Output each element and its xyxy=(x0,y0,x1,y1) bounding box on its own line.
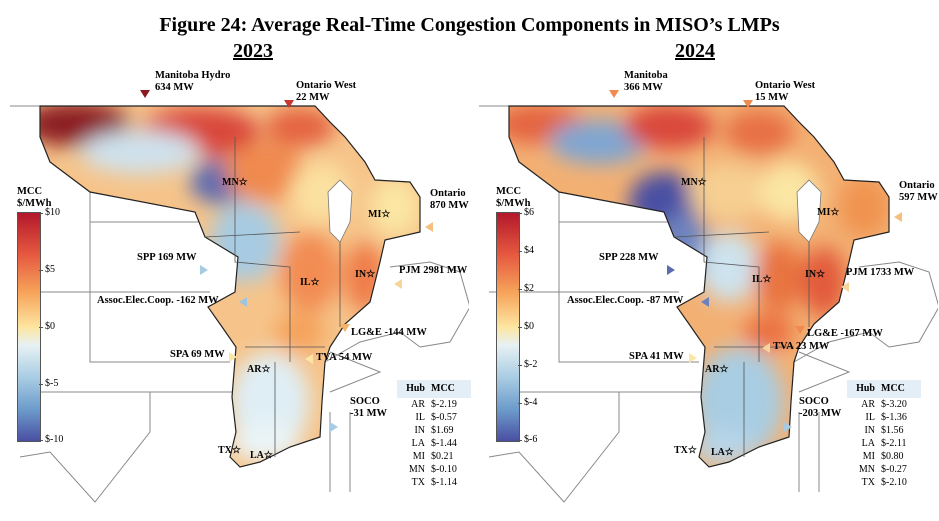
color-scale-2023 xyxy=(17,212,41,442)
table-header-mcc: MCC xyxy=(431,383,455,394)
flow-arrow-spa-2023 xyxy=(229,352,237,362)
table-row: IN $1.56 xyxy=(864,425,904,436)
flow-arrow-ontario-west-2024 xyxy=(743,100,753,108)
legend-tick: $-6 xyxy=(517,434,538,445)
table-row: IL $-1.36 xyxy=(865,412,907,423)
hub-marker-il-2024: IL☆ xyxy=(752,274,772,285)
flow-label-spa-2024: SPA 41 MW xyxy=(629,351,684,362)
flow-label-ontario-west-2024: Ontario West 15 MW xyxy=(755,80,816,103)
hub-mcc-table-2023: Hub MCC AR $-2.19 IL $-0.57 IN $1.69 LA $-1.4… xyxy=(397,380,471,489)
flow-label-ontario-2024: Ontario 597 MW xyxy=(899,180,938,203)
flow-arrow-spa-2024 xyxy=(689,353,697,363)
flow-arrow-ontario-2023 xyxy=(425,222,433,232)
table-row: AR $-3.20 xyxy=(861,399,907,410)
legend-tick: $-2 xyxy=(517,359,538,370)
color-scale-2024 xyxy=(496,212,520,442)
table-row: AR $-2.19 xyxy=(411,399,457,410)
table-header-hub: Hub xyxy=(406,383,425,394)
flow-arrow-soco-2023 xyxy=(330,422,338,432)
figure-title: Figure 24: Average Real-Time Congestion … xyxy=(159,14,780,36)
map-panel-2024: Manitoba 366 MW Ontario West 15 MW Ontario… xyxy=(469,62,938,521)
flow-arrow-ontario-2024 xyxy=(894,212,902,222)
flow-label-spp-2023: SPP 169 MW xyxy=(137,252,197,263)
hub-marker-la-2023: LA☆ xyxy=(250,450,273,461)
legend-title-2024: MCC $/MWh xyxy=(496,186,531,209)
year-label-2024: 2024 xyxy=(675,40,715,62)
flow-arrow-lge-2024 xyxy=(795,326,805,334)
table-row: IL $-0.57 xyxy=(415,412,457,423)
hub-marker-mn-2023: MN☆ xyxy=(222,177,248,188)
hub-marker-in-2023: IN☆ xyxy=(355,269,376,280)
flow-arrow-soco-2024 xyxy=(784,422,792,432)
flow-arrow-manitoba-2024 xyxy=(609,90,619,98)
legend-tick: $6 xyxy=(518,207,534,218)
flow-label-tva-2023: TVA 54 MW xyxy=(316,352,373,363)
hub-marker-mi-2024: MI☆ xyxy=(817,207,840,218)
hub-marker-in-2024: IN☆ xyxy=(805,269,826,280)
table-row: LA $-1.44 xyxy=(411,438,457,449)
flow-label-pjm-2024: PJM 1733 MW xyxy=(846,267,915,278)
table-row: TX $-2.10 xyxy=(861,477,907,488)
legend-tick: $-4 xyxy=(517,397,538,408)
legend-tick: $2 xyxy=(518,283,534,294)
legend-tick: $10 xyxy=(39,207,60,218)
flow-label-ontario-2023: Ontario 870 MW xyxy=(430,188,469,211)
map-2023 xyxy=(10,105,469,503)
flow-label-spp-2024: SPP 228 MW xyxy=(599,252,659,263)
flow-arrow-ontario-west-2023 xyxy=(284,100,294,108)
hub-marker-ar-2024: AR☆ xyxy=(705,364,729,375)
hub-mcc-table-2024: Hub MCC AR $-3.20 IL $-1.36 IN $1.56 LA $-2.1… xyxy=(847,380,921,489)
hub-marker-tx-2024: TX☆ xyxy=(674,445,697,456)
flow-arrow-pjm-2023 xyxy=(394,279,402,289)
flow-arrow-manitoba-2023 xyxy=(140,90,150,98)
table-row: MI $0.21 xyxy=(412,451,454,462)
legend-tick: $-10 xyxy=(38,434,64,445)
flow-label-manitoba-2023: Manitoba Hydro 634 MW xyxy=(155,70,231,93)
legend-tick: $-5 xyxy=(38,378,59,389)
flow-label-lge-2023: LG&E -144 MW xyxy=(351,327,427,338)
year-label-2023: 2023 xyxy=(233,40,273,62)
table-row: MN $-0.27 xyxy=(858,464,907,475)
flow-arrow-tva-2024 xyxy=(762,343,770,353)
hub-marker-il-2023: IL☆ xyxy=(300,277,320,288)
flow-label-aec-2023: Assoc.Elec.Coop. -162 MW xyxy=(97,295,219,306)
flow-label-soco-2024: SOCO -203 MW xyxy=(799,396,842,419)
flow-label-manitoba-2024: Manitoba 366 MW xyxy=(624,70,668,93)
flow-label-lge-2024: LG&E -167 MW xyxy=(807,328,883,339)
legend-tick: $0 xyxy=(518,321,534,332)
flow-label-spa-2023: SPA 69 MW xyxy=(170,349,225,360)
table-row: IN $1.69 xyxy=(414,425,454,436)
table-row: MI $0.80 xyxy=(862,451,904,462)
flow-label-soco-2023: SOCO -31 MW xyxy=(350,396,388,419)
flow-arrow-spp-2024 xyxy=(667,265,675,275)
table-header-hub: Hub xyxy=(856,383,875,394)
hub-marker-la-2024: LA☆ xyxy=(711,447,734,458)
flow-arrow-pjm-2024 xyxy=(841,282,849,292)
table-row: LA $-2.11 xyxy=(861,438,907,449)
flow-label-aec-2024: Assoc.Elec.Coop. -87 MW xyxy=(567,295,684,306)
map-panel-2023: Manitoba Hydro 634 MW Ontario West 22 MW O… xyxy=(0,62,471,521)
flow-arrow-lge-2023 xyxy=(340,324,350,332)
flow-arrow-aec-2024 xyxy=(701,297,709,307)
map-2024 xyxy=(479,105,938,503)
flow-label-ontario-west-2023: Ontario West 22 MW xyxy=(296,80,357,103)
legend-title-2023: MCC $/MWh xyxy=(17,186,52,209)
hub-marker-mi-2023: MI☆ xyxy=(368,209,391,220)
flow-arrow-tva-2023 xyxy=(305,354,313,364)
legend-tick: $5 xyxy=(39,264,55,275)
hub-marker-mn-2024: MN☆ xyxy=(681,177,707,188)
hub-marker-ar-2023: AR☆ xyxy=(247,364,271,375)
flow-label-tva-2024: TVA 23 MW xyxy=(773,341,830,352)
flow-label-pjm-2023: PJM 2981 MW xyxy=(399,265,468,276)
table-row: MN $-0.10 xyxy=(408,464,457,475)
table-row: TX $-1.14 xyxy=(411,477,457,488)
legend-tick: $4 xyxy=(518,245,534,256)
flow-arrow-spp-2023 xyxy=(200,265,208,275)
table-header-mcc: MCC xyxy=(881,383,905,394)
legend-tick: $0 xyxy=(39,321,55,332)
flow-arrow-aec-2023 xyxy=(239,297,247,307)
hub-marker-tx-2023: TX☆ xyxy=(218,445,241,456)
